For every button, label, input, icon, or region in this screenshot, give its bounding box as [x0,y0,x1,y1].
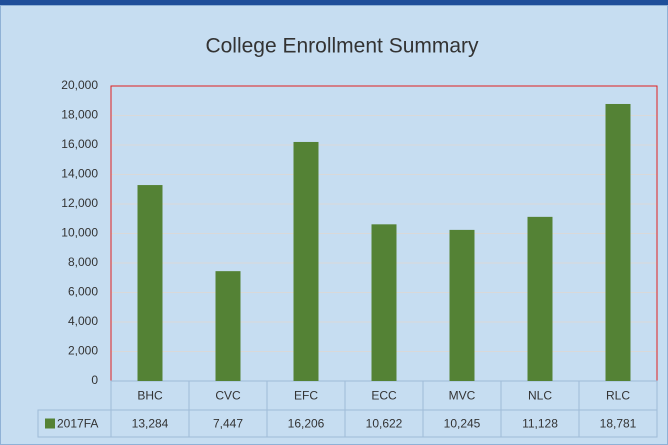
bar [449,229,475,381]
bar [293,141,319,381]
y-tick-label: 18,000 [61,108,98,122]
y-tick-label: 20,000 [61,78,98,92]
y-tick-label: 0 [91,373,98,387]
legend-swatch [45,418,55,429]
chart-title: College Enrollment Summary [205,35,479,58]
bar [215,271,241,381]
table-value: 10,622 [366,417,403,431]
x-tick-label: EFC [294,389,318,403]
bar [137,185,163,381]
top-strip [0,0,668,5]
table-value: 11,128 [522,417,558,431]
y-tick-label: 14,000 [61,167,98,181]
bar [371,224,397,381]
x-tick-label: NLC [528,389,552,403]
legend-label: 2017FA [57,417,98,431]
x-tick-label: ECC [371,389,397,403]
bar [527,216,553,381]
bar [605,103,631,381]
y-tick-label: 12,000 [61,196,98,210]
x-tick-label: BHC [137,389,163,403]
y-tick-label: 8,000 [68,255,98,269]
x-tick-label: MVC [449,389,476,403]
y-tick-label: 6,000 [68,285,98,299]
y-tick-label: 4,000 [68,314,98,328]
table-value: 18,781 [600,417,637,431]
table-value: 16,206 [288,417,325,431]
x-tick-label: RLC [606,389,630,403]
y-tick-label: 10,000 [61,226,98,240]
table-value: 10,245 [444,417,481,431]
table-value: 7,447 [213,417,243,431]
x-tick-label: CVC [215,389,241,403]
table-value: 13,284 [132,417,169,431]
y-tick-label: 16,000 [61,137,98,151]
y-tick-label: 2,000 [68,344,98,358]
